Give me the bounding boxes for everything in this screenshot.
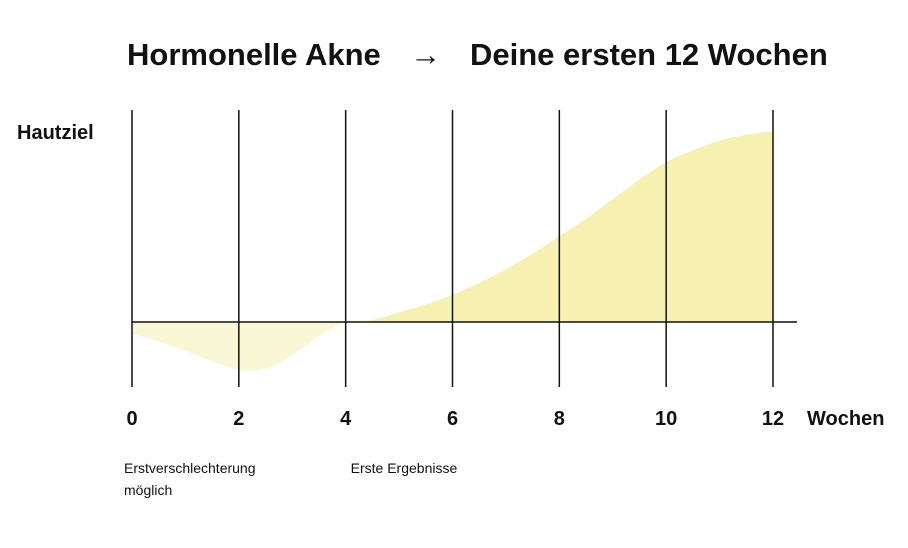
x-tick-label: 4	[340, 408, 352, 430]
annotation-line: Erstverschlechterung	[124, 460, 256, 476]
annotation-line: möglich	[124, 482, 172, 498]
x-tick-label: 10	[655, 408, 677, 430]
area-fill-positive	[132, 130, 773, 322]
x-tick-label: 12	[762, 408, 784, 430]
annotation-0: Erstverschlechterung möglich	[124, 460, 256, 498]
chart-title-left: Hormonelle Akne	[127, 37, 381, 72]
x-tick-label: 6	[447, 408, 458, 430]
x-tick-labels: 0 2 4 6 8 10 12	[126, 408, 784, 430]
chart-title-arrow: →	[410, 37, 441, 72]
x-tick-label: 8	[554, 408, 565, 430]
y-axis-label: Hautziel	[17, 122, 94, 144]
grid-layer	[131, 110, 797, 387]
x-tick-label: 0	[126, 408, 137, 430]
annotation-1: Erste Ergebnisse	[351, 460, 458, 476]
chart-title-right: Deine ersten 12 Wochen	[470, 37, 828, 72]
annotation-line: Erste Ergebnisse	[351, 460, 458, 476]
area-fill-layer	[132, 130, 773, 371]
x-axis-label: Wochen	[807, 408, 884, 430]
x-tick-label: 2	[233, 408, 244, 430]
area-fill-negative	[132, 322, 773, 371]
annotations: Erstverschlechterung möglich Erste Ergebni…	[124, 460, 457, 498]
